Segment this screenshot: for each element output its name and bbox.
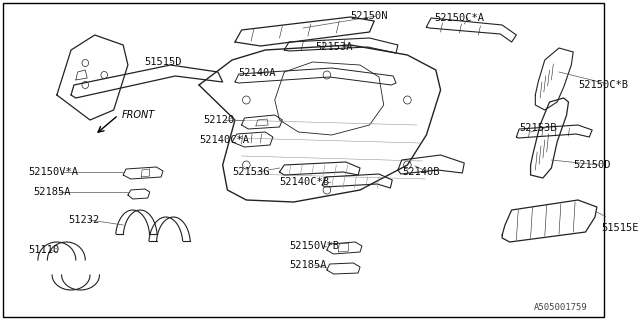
Text: FRONT: FRONT <box>121 110 154 120</box>
Text: 52150D: 52150D <box>573 160 611 170</box>
Text: 52120: 52120 <box>204 115 235 125</box>
Text: 52185A: 52185A <box>33 187 70 197</box>
Text: 52153A: 52153A <box>315 42 353 52</box>
Text: 51515E: 51515E <box>602 223 639 233</box>
Text: 52140B: 52140B <box>403 167 440 177</box>
Text: 52150C*A: 52150C*A <box>434 13 484 23</box>
Text: 52150N: 52150N <box>351 11 388 21</box>
Text: 51110: 51110 <box>28 245 60 255</box>
Text: 52140C*A: 52140C*A <box>199 135 249 145</box>
Text: 52140C*B: 52140C*B <box>280 177 330 187</box>
Text: A505001759: A505001759 <box>534 303 588 312</box>
Text: 51515D: 51515D <box>144 57 182 67</box>
Text: 52150C*B: 52150C*B <box>578 80 628 90</box>
Text: 52153G: 52153G <box>232 167 269 177</box>
Text: 52185A: 52185A <box>289 260 326 270</box>
Text: 52140A: 52140A <box>239 68 276 78</box>
Text: 51232: 51232 <box>68 215 99 225</box>
Text: 52150V*A: 52150V*A <box>28 167 79 177</box>
Text: 52150V*B: 52150V*B <box>289 241 339 251</box>
Text: 52153B: 52153B <box>519 123 557 133</box>
